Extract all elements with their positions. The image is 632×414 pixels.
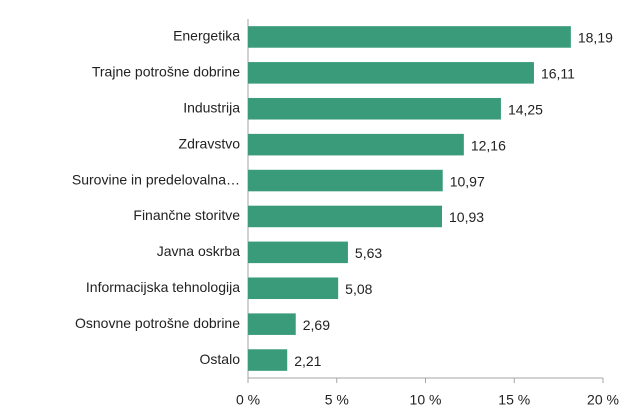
y-tick-label: Industrija [183, 99, 240, 115]
x-tick-label: 20 % [587, 392, 619, 408]
bar [248, 205, 443, 228]
value-label: 5,63 [355, 245, 382, 261]
bar [248, 349, 288, 371]
bar [248, 241, 348, 264]
y-tick-label: Surovine in predelovalna… [72, 171, 240, 187]
y-tick-label: Zdravstvo [179, 135, 241, 151]
value-label: 14,25 [508, 101, 543, 117]
bar [248, 277, 339, 300]
x-tick-label: 0 % [236, 392, 260, 408]
bar [248, 97, 501, 120]
value-label: 5,08 [345, 281, 372, 297]
y-tick-label: Trajne potrošne dobrine [92, 64, 240, 80]
value-label: 2,69 [303, 317, 330, 333]
y-tick-label: Osnovne potrošne dobrine [75, 315, 240, 331]
y-tick-label: Informacijska tehnologija [86, 279, 240, 295]
value-label: 18,19 [578, 30, 613, 46]
x-tick-label: 10 % [410, 392, 442, 408]
value-label: 12,16 [471, 137, 506, 153]
y-tick-label: Energetika [173, 28, 240, 44]
bar [248, 133, 464, 156]
y-tick-label: Finančne storitve [133, 207, 240, 223]
y-tick-label: Ostalo [200, 351, 241, 367]
x-tick-label: 15 % [498, 392, 530, 408]
bar [248, 169, 443, 192]
y-tick-label: Javna oskrba [157, 243, 240, 259]
value-label: 16,11 [541, 66, 575, 82]
x-tick-label: 5 % [325, 392, 349, 408]
value-label: 2,21 [294, 353, 321, 369]
bar [248, 62, 534, 84]
bar [248, 26, 571, 48]
bar [248, 313, 296, 335]
value-label: 10,93 [449, 209, 484, 225]
value-label: 10,97 [450, 173, 485, 189]
